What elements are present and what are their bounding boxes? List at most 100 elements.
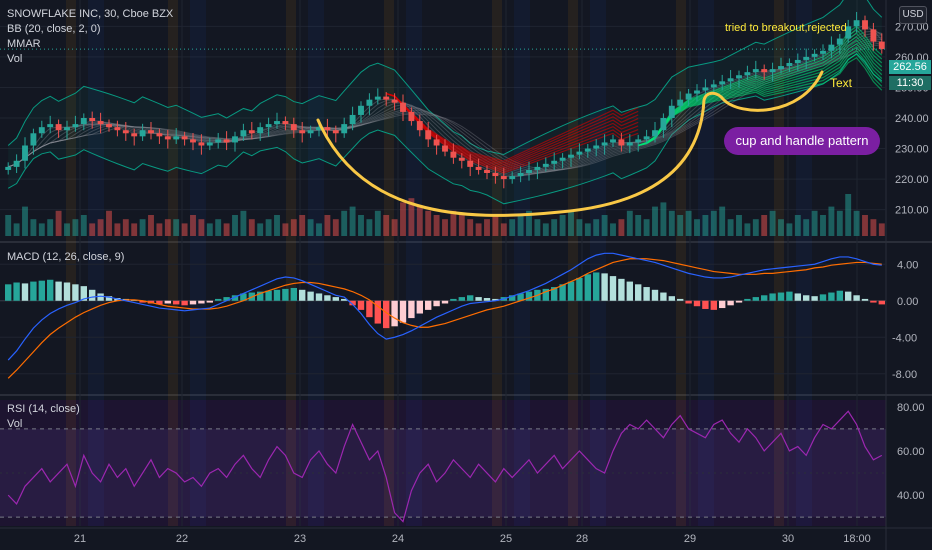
text-annotation: Text <box>830 76 853 90</box>
macd-histogram-bar <box>80 286 87 301</box>
macd-title[interactable]: MACD (12, 26, close, 9) <box>7 251 125 263</box>
volume-bar <box>526 210 532 236</box>
candle-body <box>349 114 356 125</box>
volume-bar <box>139 219 146 236</box>
candle-body <box>240 130 247 137</box>
candle-body <box>391 99 398 103</box>
volume-bar <box>164 219 171 236</box>
volume-bar <box>870 219 877 236</box>
candle-body <box>610 139 616 143</box>
price-axis-label: 240.00 <box>895 113 929 125</box>
volume-bar <box>64 223 70 236</box>
candle-body <box>442 145 448 152</box>
indicator-vol[interactable]: Vol <box>7 53 23 65</box>
volume-bar <box>828 206 835 236</box>
macd-histogram-bar <box>105 296 113 301</box>
volume-bar <box>232 215 238 236</box>
volume-bar <box>702 215 709 236</box>
candle-body <box>458 157 465 161</box>
candle-body <box>542 163 549 167</box>
breakout-annotation: tried to breakout,rejected <box>725 22 847 34</box>
candle-body <box>307 130 314 134</box>
volume-bar <box>366 219 373 236</box>
macd-histogram-bar <box>21 283 29 301</box>
rsi-title[interactable]: RSI (14, close) <box>7 403 80 415</box>
volume-bar <box>652 206 658 236</box>
candle-body <box>467 160 474 167</box>
price-axis-label: 210.00 <box>895 205 929 217</box>
bollinger-fill <box>8 0 882 204</box>
macd-histogram-bar <box>492 298 499 301</box>
macd-histogram-bar <box>391 300 398 327</box>
macd-histogram-bar <box>189 300 197 305</box>
currency-button[interactable]: USD <box>899 6 927 24</box>
macd-histogram-bar <box>769 293 776 301</box>
volume-bar <box>383 215 390 236</box>
macd-histogram-bar <box>467 295 474 301</box>
macd-histogram-bar <box>677 298 684 301</box>
macd-histogram-bar <box>643 287 650 301</box>
macd-histogram-bar <box>97 293 104 301</box>
volume-bar <box>610 223 616 236</box>
volume-bar <box>22 206 28 236</box>
candle-body <box>374 96 381 100</box>
macd-histogram-bar <box>13 282 20 301</box>
price-axis-label: 230.00 <box>895 144 929 156</box>
rsi-panel-shade <box>0 400 886 526</box>
candle-body <box>198 142 205 146</box>
volume-bar <box>719 206 726 236</box>
volume-bar <box>685 210 692 236</box>
macd-histogram-bar <box>198 300 205 304</box>
candle-body <box>660 118 667 131</box>
indicator-mmar[interactable]: MMAR <box>7 38 41 50</box>
macd-histogram-bar <box>819 294 827 301</box>
macd-histogram-bar <box>761 295 768 301</box>
macd-histogram-bar <box>332 297 339 301</box>
volume-bar <box>442 219 448 236</box>
macd-histogram-bar <box>399 300 407 323</box>
volume-bar <box>316 223 322 236</box>
macd-histogram-bar <box>861 298 869 301</box>
candle-body <box>677 99 684 106</box>
volume-bar <box>820 215 826 236</box>
volume-bar <box>584 223 591 236</box>
volume-bar <box>391 219 398 236</box>
session-band <box>190 0 206 526</box>
macd-histogram-bar <box>702 300 709 309</box>
candle-body <box>786 63 793 67</box>
volume-bar <box>248 219 255 236</box>
volume-bar <box>618 219 625 236</box>
time-axis-label: 22 <box>176 533 188 545</box>
volume-bar <box>559 215 566 236</box>
macd-histogram-bar <box>509 295 516 301</box>
macd-histogram-bar <box>660 292 667 301</box>
candle-body <box>694 90 700 94</box>
candle-body <box>215 139 222 143</box>
candle-body <box>551 160 558 164</box>
volume-bar <box>30 219 37 236</box>
candle-body <box>736 75 742 79</box>
macd-histogram-bar <box>735 300 743 303</box>
volume-bar <box>332 219 339 236</box>
macd-histogram-bar <box>635 284 642 301</box>
session-open-band <box>676 0 686 526</box>
macd-histogram-bar <box>5 284 12 301</box>
session-band <box>698 0 714 526</box>
bollinger-upper <box>7 0 883 155</box>
volume-bar <box>668 210 675 236</box>
candle-body <box>332 130 339 134</box>
volume-bar <box>450 210 457 236</box>
volume-bar <box>811 210 818 236</box>
candle-body <box>769 69 776 73</box>
volume-bar <box>80 215 87 236</box>
volume-bar <box>408 198 415 236</box>
macd-histogram-bar <box>551 287 558 301</box>
volume-bar <box>38 223 45 236</box>
macd-histogram-bar <box>223 297 230 301</box>
session-open-band <box>384 0 394 526</box>
candle-body <box>803 56 810 60</box>
candle-body <box>223 139 230 143</box>
volume-bar <box>265 219 272 236</box>
indicator-bb[interactable]: BB (20, close, 2, 0) <box>7 23 101 35</box>
macd-histogram-bar <box>47 279 54 301</box>
